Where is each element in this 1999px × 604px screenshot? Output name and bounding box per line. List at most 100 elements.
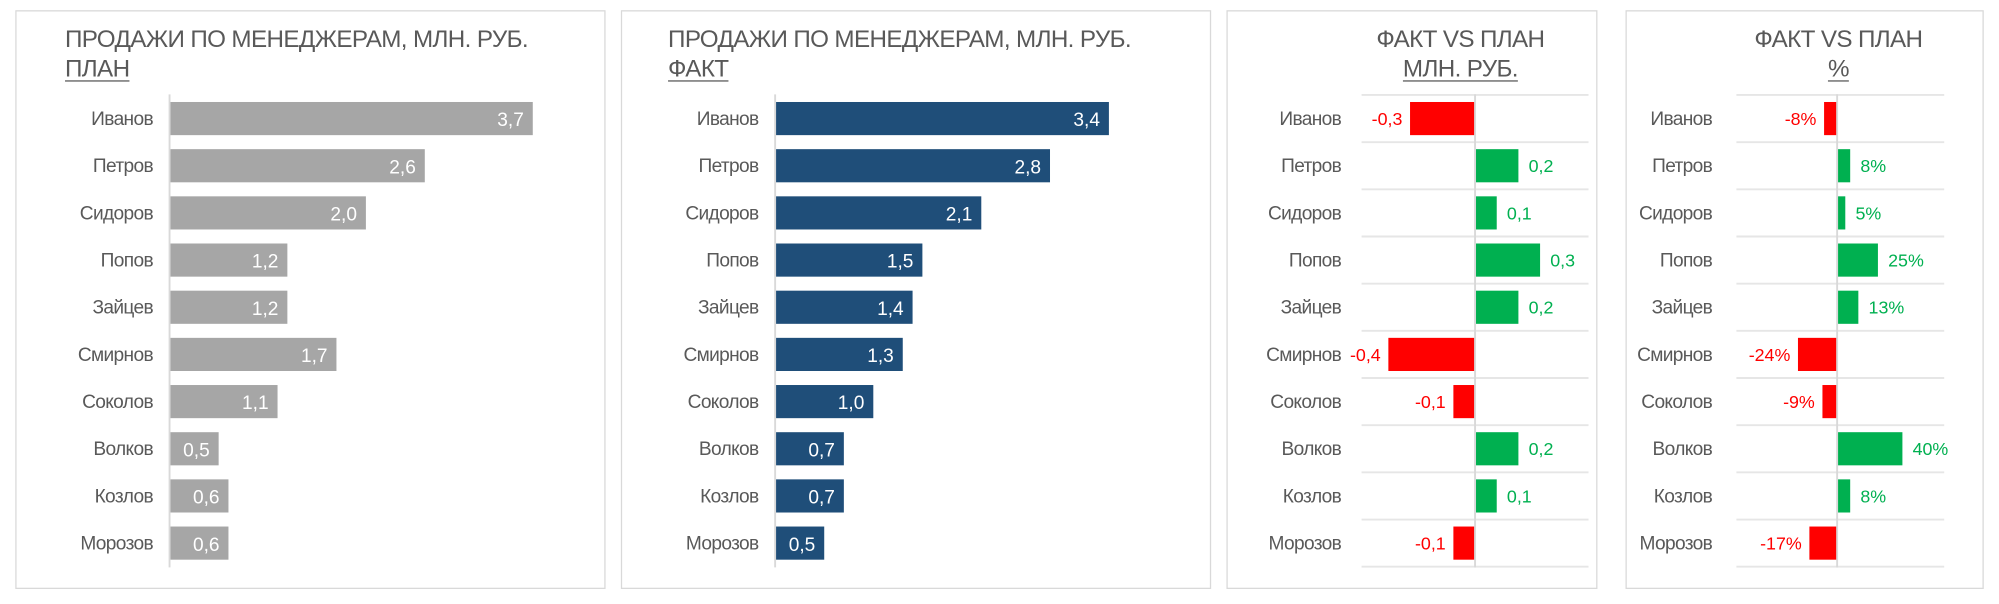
category-label: Попов xyxy=(1660,250,1713,271)
data-label: 1,5 xyxy=(887,252,914,273)
category-label: Волков xyxy=(1282,439,1342,460)
category-label: Попов xyxy=(101,250,154,271)
data-label: 2,0 xyxy=(330,205,357,226)
bar xyxy=(1837,196,1846,230)
category-label: Козлов xyxy=(700,486,759,507)
category-label: Морозов xyxy=(1640,533,1713,554)
bar xyxy=(1824,101,1838,136)
category-label: Соколов xyxy=(1270,392,1341,413)
data-label: 0,3 xyxy=(1550,250,1575,270)
chart-title: ФАКТ VS ПЛАН xyxy=(1376,26,1545,54)
bar xyxy=(775,243,923,277)
bar xyxy=(775,101,1109,136)
bar xyxy=(775,337,903,371)
data-label: 1,2 xyxy=(252,299,279,320)
bar xyxy=(1809,526,1838,560)
bar xyxy=(775,290,913,324)
data-label: 0,5 xyxy=(183,440,210,461)
bar xyxy=(169,149,425,183)
category-label: Петров xyxy=(1652,156,1713,177)
bar xyxy=(1453,385,1476,419)
bar xyxy=(1475,432,1519,466)
data-label: 0,1 xyxy=(1507,203,1532,223)
chart-title: ФАКТ VS ПЛАН xyxy=(1754,26,1923,54)
category-label: Соколов xyxy=(1641,392,1712,413)
bar xyxy=(775,479,844,513)
category-label: Зайцев xyxy=(698,298,759,319)
data-label: 2,6 xyxy=(389,157,416,178)
data-label: 0,7 xyxy=(808,488,835,509)
category-label: Сидоров xyxy=(80,203,154,224)
bar xyxy=(1410,101,1476,136)
category-label: Козлов xyxy=(1654,486,1713,507)
category-label: Смирнов xyxy=(78,345,154,366)
bar xyxy=(1475,243,1541,277)
data-label: 8% xyxy=(1860,486,1886,506)
chart-title: ПРОДАЖИ ПО МЕНЕДЖЕРАМ, МЛН. РУБ. xyxy=(65,26,529,54)
category-label: Сидоров xyxy=(1268,203,1342,224)
data-label: -24% xyxy=(1749,345,1791,365)
category-label: Иванов xyxy=(1279,109,1341,130)
bar xyxy=(1475,290,1519,324)
data-label: -17% xyxy=(1760,533,1802,553)
data-label: -0,4 xyxy=(1350,345,1381,365)
chart-title: ПРОДАЖИ ПО МЕНЕДЖЕРАМ, МЛН. РУБ. xyxy=(668,26,1132,54)
category-label: Иванов xyxy=(1650,109,1712,130)
bar xyxy=(169,385,278,419)
chart-subtitle: ПЛАН xyxy=(65,56,130,83)
category-label: Попов xyxy=(706,250,759,271)
data-label: 1,0 xyxy=(838,393,865,414)
category-label: Зайцев xyxy=(92,298,153,319)
data-label: 0,2 xyxy=(1529,439,1554,459)
data-label: 40% xyxy=(1913,439,1949,459)
data-label: 13% xyxy=(1869,298,1905,318)
category-label: Петров xyxy=(93,156,154,177)
data-label: 0,5 xyxy=(789,535,816,556)
category-label: Петров xyxy=(698,156,759,177)
category-label: Морозов xyxy=(80,533,153,554)
data-label: 0,2 xyxy=(1529,156,1554,176)
data-label: -0,1 xyxy=(1415,533,1446,553)
bar xyxy=(775,196,982,230)
data-label: -9% xyxy=(1783,392,1815,412)
data-label: 2,8 xyxy=(1015,157,1042,178)
chart-subtitle: % xyxy=(1827,56,1850,83)
bar xyxy=(775,385,874,419)
bar xyxy=(1388,337,1476,371)
bar xyxy=(169,479,229,513)
bar xyxy=(169,290,288,324)
bar xyxy=(1475,196,1497,230)
data-label: 0,6 xyxy=(193,535,220,556)
bar xyxy=(1837,432,1903,466)
category-label: Смирнов xyxy=(1266,345,1342,366)
bar xyxy=(1475,149,1519,183)
category-label: Петров xyxy=(1281,156,1342,177)
bar xyxy=(1837,479,1851,513)
category-label: Соколов xyxy=(688,392,759,413)
data-label: 1,7 xyxy=(301,346,328,367)
category-label: Зайцев xyxy=(1652,298,1713,319)
data-label: 1,2 xyxy=(252,252,279,273)
bar xyxy=(169,196,366,230)
bar xyxy=(169,432,219,466)
data-label: 5% xyxy=(1855,203,1881,223)
category-label: Морозов xyxy=(686,533,759,554)
panel-diff-pct: ФАКТ VS ПЛАН % xyxy=(1625,10,1984,590)
category-label: Попов xyxy=(1289,250,1342,271)
bar xyxy=(1797,337,1838,371)
bar xyxy=(169,337,337,371)
bar xyxy=(169,101,533,136)
data-label: -0,1 xyxy=(1415,392,1446,412)
category-label: Сидоров xyxy=(1639,203,1713,224)
bar xyxy=(1837,149,1851,183)
category-label: Зайцев xyxy=(1281,298,1342,319)
data-label: 8% xyxy=(1860,156,1886,176)
category-label: Волков xyxy=(699,439,759,460)
data-label: -8% xyxy=(1785,109,1817,129)
data-label: 0,1 xyxy=(1507,486,1532,506)
bar xyxy=(1837,243,1878,277)
category-label: Соколов xyxy=(82,392,153,413)
data-label: 1,3 xyxy=(867,346,894,367)
